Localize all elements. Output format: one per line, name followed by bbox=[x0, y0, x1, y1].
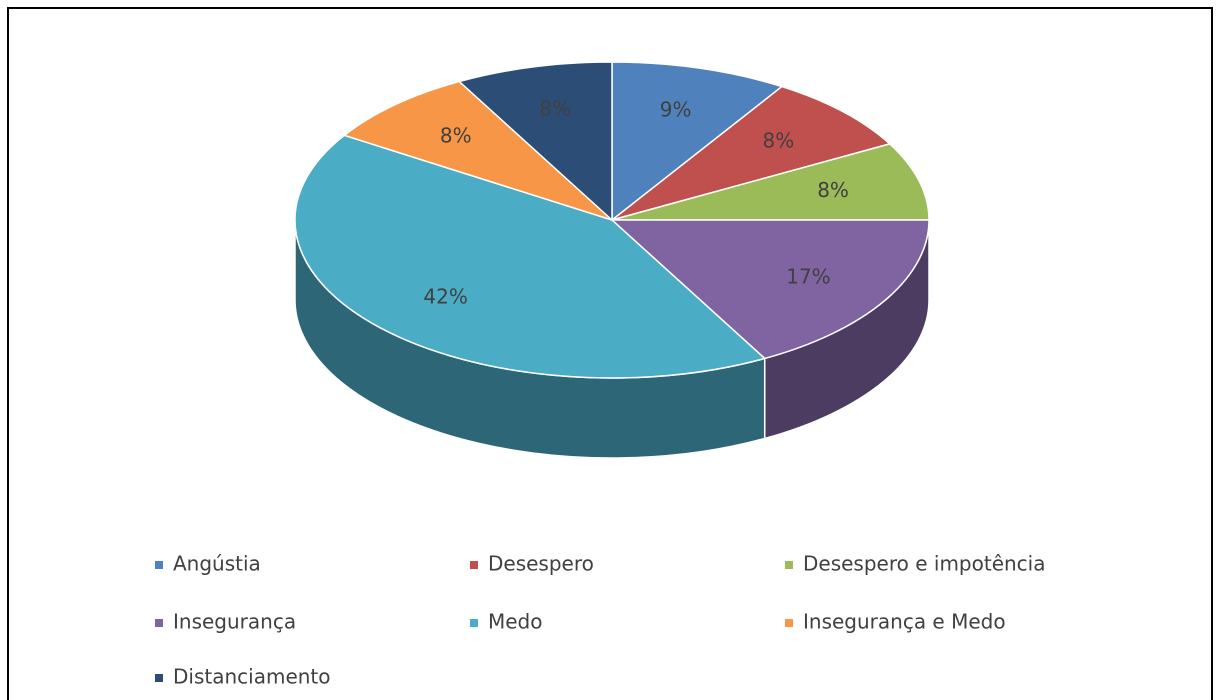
slice bbox=[611, 143, 930, 221]
legend-label: Angústia bbox=[173, 552, 261, 576]
legend-swatch bbox=[155, 561, 163, 569]
legend-swatch bbox=[155, 619, 163, 627]
legend-label: Insegurança e Medo bbox=[803, 610, 1006, 634]
data-label: 8% bbox=[817, 178, 849, 202]
slice bbox=[294, 134, 767, 379]
slice bbox=[611, 85, 892, 221]
legend-swatch bbox=[470, 619, 478, 627]
legend-swatch bbox=[785, 619, 793, 627]
legend-swatch bbox=[155, 674, 163, 682]
data-label: 42% bbox=[423, 284, 467, 308]
legend-label: Desespero bbox=[488, 552, 594, 576]
data-label: 9% bbox=[660, 97, 692, 121]
legend-label: Distanciamento bbox=[173, 665, 331, 689]
data-label: 8% bbox=[539, 96, 571, 120]
legend-swatch bbox=[470, 561, 478, 569]
data-label: 17% bbox=[786, 264, 830, 288]
slice bbox=[457, 61, 613, 222]
slice bbox=[610, 219, 930, 360]
slice bbox=[342, 80, 613, 221]
legend-label: Insegurança bbox=[173, 610, 296, 634]
legend-label: Desespero e impotência bbox=[803, 552, 1046, 576]
slice bbox=[611, 61, 784, 222]
legend-label: Medo bbox=[488, 610, 543, 634]
legend-swatch bbox=[785, 561, 793, 569]
data-label: 8% bbox=[763, 129, 795, 153]
data-label: 8% bbox=[440, 124, 472, 148]
